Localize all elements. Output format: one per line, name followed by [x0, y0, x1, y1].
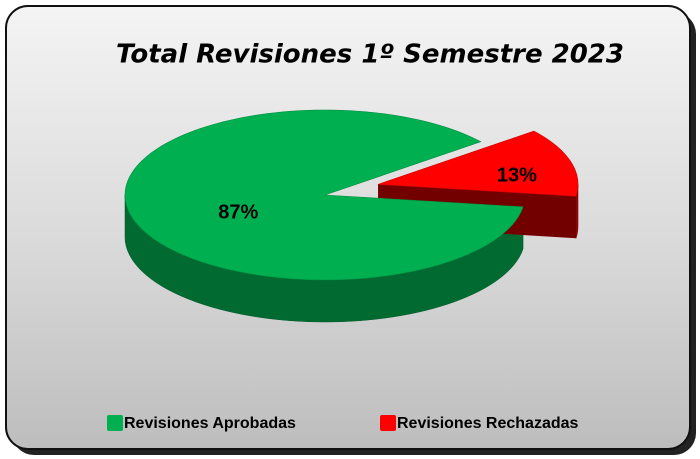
value-label: 13%	[497, 164, 537, 186]
pie-slice	[124, 109, 524, 281]
value-label: 87%	[218, 201, 258, 223]
legend-swatch	[380, 415, 396, 431]
legend-label: Revisiones Aprobadas	[124, 415, 296, 432]
chart-title: Total Revisiones 1º Semestre 2023	[116, 40, 624, 70]
pie-slice	[377, 130, 579, 197]
legend-label: Revisiones Rechazadas	[397, 415, 579, 432]
legend-swatch	[107, 415, 123, 431]
